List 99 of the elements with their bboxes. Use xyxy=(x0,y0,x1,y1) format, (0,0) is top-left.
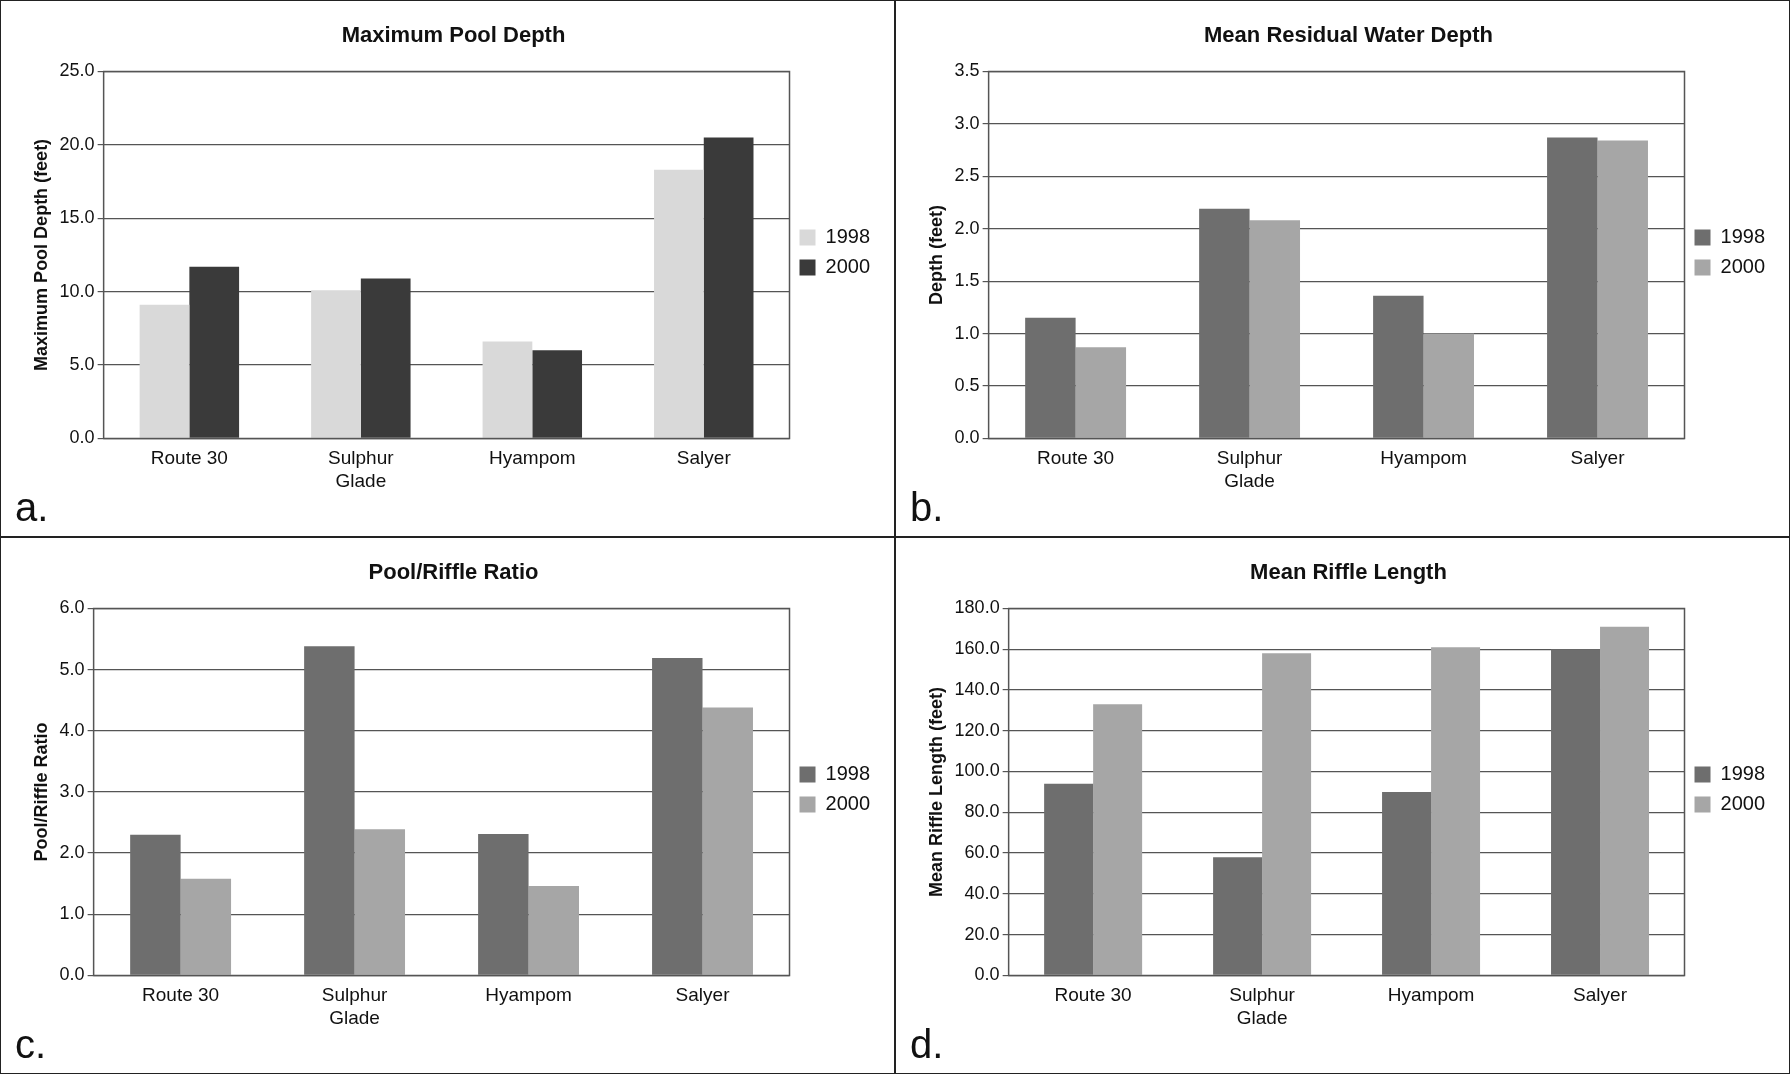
y-tick-label: 3.5 xyxy=(954,60,980,81)
bar xyxy=(1199,208,1250,438)
bar xyxy=(1600,626,1650,975)
chart-title: Mean Residual Water Depth xyxy=(1204,22,1493,48)
chart-title: Pool/Riffle Ratio xyxy=(368,559,539,585)
legend-label: 1998 xyxy=(825,225,871,248)
text: c. xyxy=(15,1022,47,1067)
bar xyxy=(652,657,703,975)
chart-title: Mean Riffle Length xyxy=(1250,559,1447,585)
y-tick-label: 0.0 xyxy=(954,427,980,448)
y-tick-label: 4.0 xyxy=(59,719,85,740)
bar xyxy=(703,137,754,438)
x-tick-label: Route 30 xyxy=(150,447,228,469)
bar xyxy=(1547,137,1598,438)
legend-label: 2000 xyxy=(825,255,871,278)
x-tick-label: Hyampom xyxy=(489,447,576,469)
bar xyxy=(304,646,355,975)
bar xyxy=(1044,783,1094,975)
y-axis-title: Mean Riffle Length (feet) xyxy=(925,686,946,897)
bar xyxy=(1075,347,1127,438)
bar xyxy=(1551,649,1601,975)
text: b. xyxy=(910,485,944,530)
y-tick-label: 20.0 xyxy=(59,133,95,154)
x-tick-label: Salyer xyxy=(1573,984,1628,1006)
x-tick-label: Route 30 xyxy=(1054,984,1132,1006)
bar xyxy=(482,341,533,438)
y-tick-label: 0.0 xyxy=(974,964,1000,985)
y-tick-label: 25.0 xyxy=(59,60,95,81)
y-tick-label: 3.0 xyxy=(954,112,980,133)
bar xyxy=(1597,140,1648,438)
legend-label: 2000 xyxy=(1720,792,1766,815)
y-tick-label: 1.0 xyxy=(59,903,85,924)
text: d. xyxy=(910,1022,944,1067)
bar xyxy=(1025,317,1076,438)
bar xyxy=(1262,653,1312,975)
y-tick-label: 20.0 xyxy=(964,923,1000,944)
bar xyxy=(1431,647,1481,975)
bar xyxy=(130,834,181,975)
y-tick-label: 60.0 xyxy=(964,842,1000,863)
bar xyxy=(478,834,529,975)
legend-label: 1998 xyxy=(1720,225,1766,248)
x-tick-label: Hyampom xyxy=(1380,447,1467,469)
x-tick-label: Route 30 xyxy=(142,984,220,1006)
legend-label: 2000 xyxy=(1720,255,1766,278)
bar xyxy=(702,707,753,975)
y-tick-label: 5.0 xyxy=(59,658,85,679)
y-axis-title: Depth (feet) xyxy=(925,204,946,305)
y-tick-label: 3.0 xyxy=(59,780,85,801)
bar xyxy=(1249,220,1301,438)
x-tick-label: Salyer xyxy=(675,984,731,1006)
y-axis-title: Maximum Pool Depth (feet) xyxy=(30,138,51,371)
bar xyxy=(532,350,583,438)
x-tick-label: Salyer xyxy=(676,447,732,469)
y-tick-label: 100.0 xyxy=(954,760,1000,781)
bar xyxy=(1373,295,1424,438)
y-tick-label: 15.0 xyxy=(59,207,95,228)
y-tick-label: 120.0 xyxy=(954,719,1000,740)
x-tick-label: Sulphur Glade xyxy=(328,447,395,491)
bar xyxy=(189,266,240,438)
y-tick-label: 0.5 xyxy=(954,374,980,395)
x-tick-label: Sulphur Glade xyxy=(1229,984,1296,1028)
y-tick-label: 6.0 xyxy=(59,597,85,618)
legend-label: 2000 xyxy=(825,792,871,815)
x-tick-label: Route 30 xyxy=(1037,447,1115,469)
y-tick-label: 2.0 xyxy=(954,217,980,238)
y-tick-label: 40.0 xyxy=(964,882,1000,903)
y-tick-label: 5.0 xyxy=(69,353,95,374)
x-tick-label: Sulphur Glade xyxy=(1216,447,1283,491)
bar xyxy=(654,169,704,438)
y-tick-label: 1.5 xyxy=(954,270,980,291)
y-tick-label: 140.0 xyxy=(954,678,1000,699)
text: a. xyxy=(15,485,49,530)
x-tick-label: Hyampom xyxy=(1387,984,1475,1006)
y-tick-label: 0.0 xyxy=(69,427,95,448)
y-tick-label: 10.0 xyxy=(59,280,95,301)
chart-title: Maximum Pool Depth xyxy=(341,22,566,48)
y-axis-title: Pool/Riffle Ratio xyxy=(30,722,51,862)
x-tick-label: Sulphur Glade xyxy=(321,984,388,1028)
y-tick-label: 2.0 xyxy=(59,842,85,863)
bar xyxy=(139,304,190,438)
bar xyxy=(1423,333,1474,438)
bar xyxy=(1382,791,1432,975)
bar xyxy=(1093,704,1143,975)
y-tick-label: 160.0 xyxy=(954,638,1000,659)
legend-label: 1998 xyxy=(825,762,871,785)
x-tick-label: Salyer xyxy=(1570,447,1626,469)
bar xyxy=(360,278,411,438)
y-tick-label: 2.5 xyxy=(954,165,980,186)
bar xyxy=(180,878,232,975)
y-tick-label: 180.0 xyxy=(954,597,1000,618)
bar xyxy=(1213,857,1263,975)
bar xyxy=(354,829,406,975)
y-tick-label: 1.0 xyxy=(954,322,980,343)
bar xyxy=(311,290,361,438)
bar xyxy=(528,886,579,975)
y-tick-label: 80.0 xyxy=(964,801,1000,822)
x-tick-label: Hyampom xyxy=(485,984,572,1006)
y-tick-label: 0.0 xyxy=(59,964,85,985)
legend-label: 1998 xyxy=(1720,762,1766,785)
